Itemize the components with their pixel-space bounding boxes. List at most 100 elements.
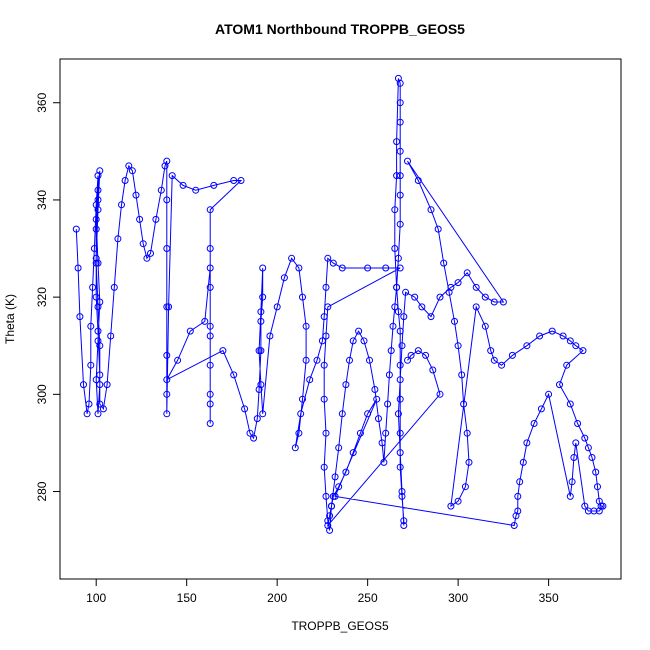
data-point — [454, 497, 462, 505]
data-point — [574, 420, 582, 427]
data-series — [72, 74, 607, 534]
y-axis-label: Theta (K) — [3, 294, 17, 344]
data-point — [74, 264, 82, 272]
data-point — [320, 463, 328, 471]
data-point — [326, 526, 334, 534]
data-point — [92, 225, 100, 233]
data-point — [396, 463, 404, 471]
data-point — [566, 400, 574, 408]
data-point — [96, 381, 104, 389]
x-tick-label: 200 — [267, 591, 287, 605]
data-point — [206, 420, 214, 427]
data-point — [396, 395, 404, 403]
data-point — [396, 376, 404, 384]
data-point — [447, 502, 455, 510]
data-point — [581, 434, 589, 442]
data-point — [592, 468, 600, 476]
data-point — [163, 376, 171, 384]
data-point — [382, 264, 390, 272]
data-point — [110, 283, 118, 291]
data-point — [302, 322, 310, 330]
data-point — [322, 492, 330, 500]
data-point — [371, 386, 379, 393]
data-point — [519, 458, 527, 466]
data-point — [206, 206, 214, 214]
data-point — [96, 342, 104, 350]
data-point — [206, 400, 214, 408]
data-point — [335, 444, 343, 452]
data-point — [380, 458, 388, 466]
data-point — [132, 191, 140, 199]
data-point — [128, 167, 136, 175]
data-point — [414, 347, 422, 355]
data-point — [581, 502, 589, 510]
data-point — [206, 361, 214, 369]
data-point — [201, 317, 209, 325]
data-point — [364, 264, 372, 272]
data-point — [273, 303, 281, 311]
data-point — [434, 225, 442, 233]
data-point — [318, 337, 326, 345]
data-point — [219, 347, 227, 355]
data-point — [331, 473, 339, 481]
data-point — [280, 274, 288, 282]
data-point — [322, 283, 330, 291]
data-point — [393, 283, 401, 291]
data-point — [436, 390, 444, 398]
data-point — [163, 196, 171, 204]
data-point — [90, 245, 98, 252]
data-point — [385, 371, 393, 379]
y-tick-label: 340 — [35, 190, 49, 210]
data-point — [512, 512, 520, 520]
data-point — [375, 415, 382, 423]
data-point — [510, 522, 518, 529]
data-point — [396, 429, 404, 437]
data-point — [599, 502, 607, 510]
data-point — [320, 395, 328, 403]
data-point — [595, 497, 603, 505]
data-point — [259, 264, 267, 272]
x-tick-label: 300 — [448, 591, 468, 605]
data-point — [297, 410, 305, 418]
data-point — [393, 172, 401, 180]
data-point — [72, 225, 80, 233]
y-axis: 280 300 320 340 360 — [35, 92, 61, 502]
data-point — [257, 381, 265, 389]
data-point — [407, 351, 415, 359]
data-point — [295, 264, 303, 272]
data-point — [237, 177, 245, 184]
data-point — [253, 415, 261, 423]
x-tick-label: 100 — [86, 591, 106, 605]
data-point — [89, 283, 97, 291]
data-point — [595, 507, 603, 515]
data-point — [288, 254, 296, 262]
data-point — [83, 410, 91, 418]
data-point — [454, 342, 462, 350]
data-point — [230, 371, 238, 379]
data-point — [568, 478, 576, 486]
data-point — [96, 371, 104, 379]
data-point — [206, 390, 214, 398]
data-point — [338, 264, 346, 272]
data-point — [94, 186, 102, 194]
data-point — [161, 162, 169, 170]
data-point — [429, 366, 437, 374]
data-point — [259, 410, 267, 418]
data-point — [566, 337, 574, 345]
data-point — [396, 449, 404, 457]
data-point — [499, 298, 507, 306]
data-point — [391, 206, 399, 214]
data-point — [584, 444, 592, 452]
data-point — [463, 269, 471, 277]
data-point — [80, 381, 87, 389]
data-point — [545, 390, 553, 398]
data-point — [338, 410, 346, 418]
data-point — [163, 157, 171, 165]
data-point — [356, 429, 364, 437]
data-point — [92, 215, 100, 223]
data-point — [103, 381, 111, 389]
data-point — [391, 245, 399, 252]
data-point — [418, 303, 426, 311]
data-point — [400, 313, 408, 321]
